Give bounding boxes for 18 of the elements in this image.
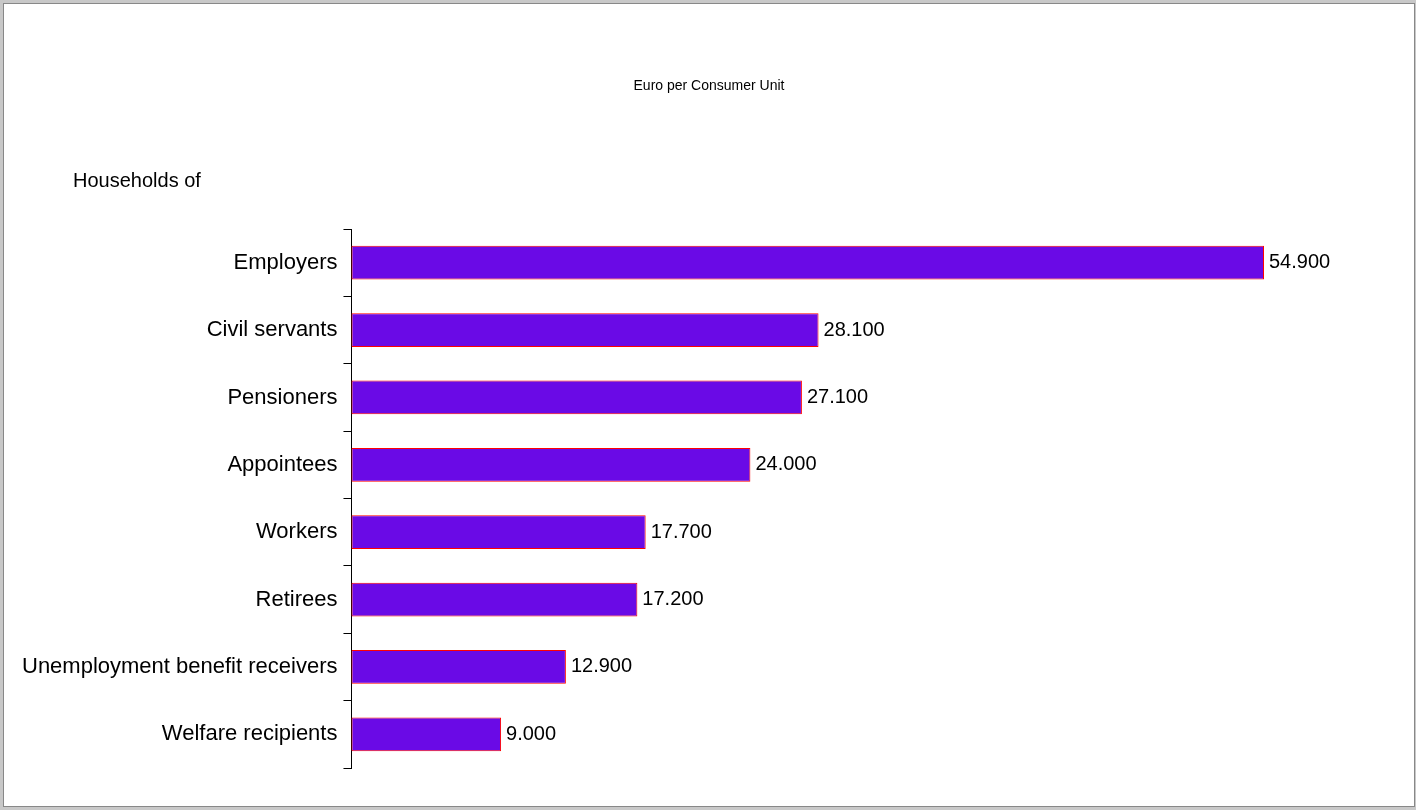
data-label: 17.200	[642, 587, 704, 610]
y-tick-label: Workers	[255, 518, 338, 544]
data-label: 17.700	[650, 519, 712, 542]
data-label: 9.000	[506, 721, 557, 744]
data-label: 54.900	[1269, 250, 1331, 273]
y-tick-label: Pensioners	[227, 383, 338, 409]
y-tick-label: Unemployment benefit receivers	[21, 653, 338, 678]
data-label: 12.900	[570, 654, 633, 677]
data-label: 27.100	[806, 384, 869, 407]
y-axis-title: Households of	[73, 168, 202, 191]
y-tick-label: Appointees	[227, 450, 338, 476]
y-tick-label: Civil servants	[206, 316, 338, 342]
data-label: 28.100	[823, 317, 885, 340]
chart-title: Euro per Consumer Unit	[633, 76, 785, 93]
y-tick-label: Retirees	[255, 585, 338, 611]
y-tick-label: Employers	[233, 248, 338, 274]
y-tick-label: Welfare recipients	[161, 720, 338, 746]
data-label: 24.000	[755, 452, 817, 475]
